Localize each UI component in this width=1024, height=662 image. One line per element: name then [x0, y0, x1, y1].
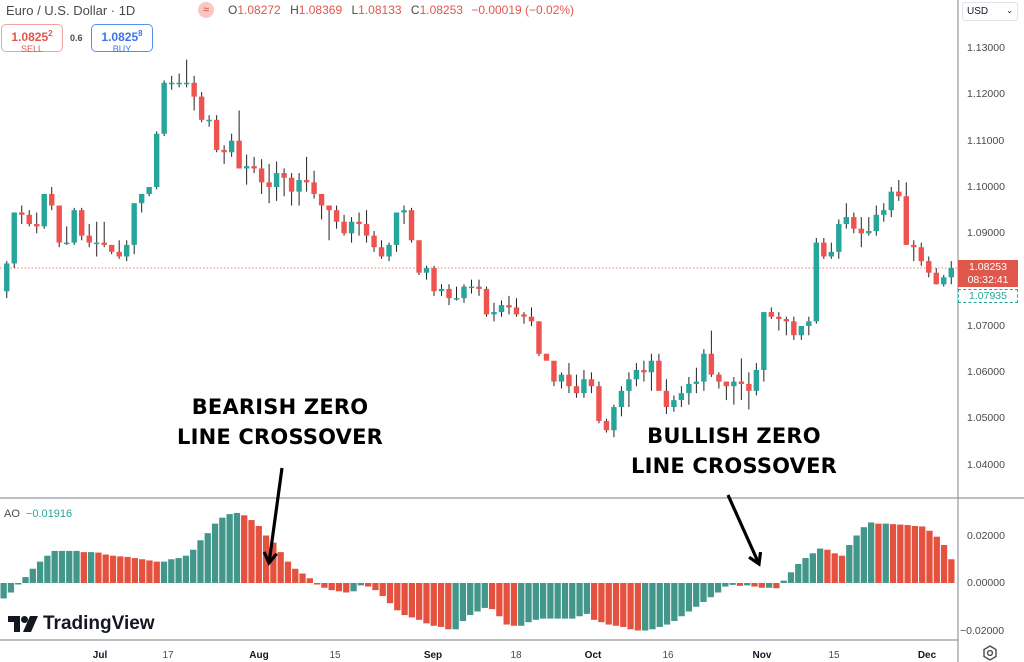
brand-name: TradingView: [43, 613, 155, 634]
time-axis-label: 17: [162, 650, 174, 661]
symbol-title[interactable]: Euro / U.S. Dollar · 1D: [6, 3, 136, 18]
current-price: 1.08253: [969, 261, 1007, 273]
low-value: 1.08133: [358, 3, 402, 17]
prev-close-tag: 1.07935: [958, 289, 1018, 303]
time-axis-label: Sep: [423, 650, 443, 661]
sell-label: SELL: [20, 44, 44, 54]
ao-scale-label: 0.02000: [967, 530, 1005, 542]
bullish-annotation: BULLISH ZERO LINE CROSSOVER: [614, 421, 854, 481]
current-price-tag: 1.08253 08:32:41: [958, 260, 1018, 287]
close-value: 1.08253: [419, 3, 463, 17]
high-value: 1.08369: [298, 3, 343, 17]
close-label: C: [410, 3, 420, 17]
indicator-approx-icon[interactable]: ≈: [198, 2, 214, 18]
time-axis-label: Nov: [752, 650, 772, 661]
ao-scale-label: 0.00000: [967, 577, 1005, 589]
open-label: O: [228, 3, 238, 17]
high-label: H: [290, 3, 299, 17]
sell-button[interactable]: 1.08252 SELL: [1, 24, 63, 54]
tradingview-logo[interactable]: TradingView: [8, 613, 155, 635]
bearish-annotation-line2: LINE CROSSOVER: [176, 425, 384, 449]
bearish-annotation: BEARISH ZERO LINE CROSSOVER: [160, 392, 400, 452]
buy-label: BUY: [112, 44, 132, 54]
buy-button[interactable]: 1.08258 BUY: [91, 24, 153, 54]
bearish-arrow: [267, 467, 284, 564]
time-axis-label: Aug: [249, 650, 269, 661]
price-scale-label: 1.12000: [967, 88, 1005, 100]
ao-scale-label: −0.02000: [960, 625, 1005, 637]
ao-name: AO: [4, 508, 20, 520]
bearish-annotation-line1: BEARISH ZERO: [191, 395, 369, 419]
bullish-arrow-head: [748, 551, 763, 567]
low-label: L: [351, 3, 359, 17]
price-scale-label: 1.05000: [967, 412, 1005, 424]
time-axis-label: 15: [329, 650, 341, 661]
price-scale-label: 1.04000: [967, 459, 1005, 471]
ao-legend[interactable]: AO −0.01916: [4, 508, 72, 520]
sell-price: 1.0825: [11, 30, 49, 44]
price-scale-label: 1.06000: [967, 366, 1005, 378]
tradingview-logo-icon: [8, 616, 38, 632]
bearish-arrow-head: [262, 551, 278, 567]
price-scale-label: 1.10000: [967, 181, 1005, 193]
bar-countdown: 08:32:41: [967, 274, 1009, 286]
spread-value: 0.6: [70, 33, 83, 43]
time-axis-label: 18: [510, 650, 522, 661]
bullish-annotation-line2: LINE CROSSOVER: [630, 454, 838, 478]
open-value: 1.08272: [237, 3, 281, 17]
currency-select[interactable]: USD ⌄: [962, 2, 1018, 21]
price-scale-label: 1.09000: [967, 227, 1005, 239]
change-value: −0.00019 (−0.02%): [471, 3, 575, 17]
chevron-down-icon: ⌄: [1006, 6, 1013, 15]
time-axis-label: 15: [828, 650, 840, 661]
bullish-arrow: [726, 494, 761, 565]
ao-value: −0.01916: [25, 508, 73, 520]
bullish-annotation-line1: BULLISH ZERO: [647, 424, 821, 448]
buy-price: 1.0825: [101, 30, 139, 44]
settings-gear-icon[interactable]: [982, 645, 998, 661]
sell-price-pip: 2: [48, 29, 53, 38]
price-scale-label: 1.11000: [967, 135, 1005, 147]
time-axis-label: Oct: [584, 650, 602, 661]
currency-value: USD: [967, 6, 989, 17]
price-scale-label: 1.13000: [967, 42, 1005, 54]
ohlc-legend: O1.08272 H1.08369 L1.08133 C1.08253 −0.0…: [222, 3, 574, 17]
time-axis-label: 16: [662, 650, 674, 661]
buy-price-pip: 8: [138, 29, 143, 38]
time-axis-label: Dec: [917, 650, 937, 661]
price-scale-label: 1.07000: [967, 320, 1005, 332]
time-axis-label: Jul: [92, 650, 108, 661]
